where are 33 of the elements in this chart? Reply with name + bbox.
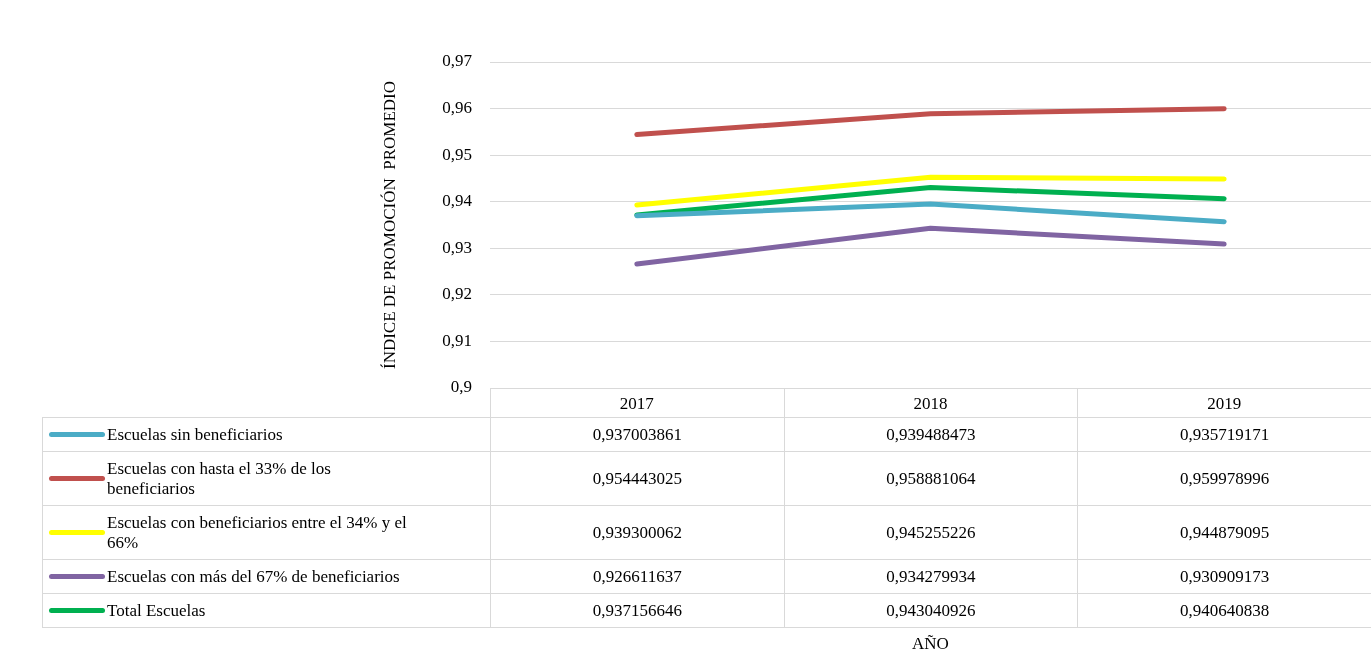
data-label: 0,945255226 bbox=[783, 505, 1079, 560]
data-label: 0,944879095 bbox=[1077, 505, 1371, 560]
legend-label: Escuelas con más del 67% de beneficiarios bbox=[107, 566, 400, 587]
data-label: 0,939300062 bbox=[490, 505, 785, 560]
y-axis-title: ÍNDICE DE PROMOCIÓN PROMEDIO bbox=[379, 80, 399, 370]
data-label: 0,939488473 bbox=[783, 417, 1079, 452]
data-label: 0,930909173 bbox=[1077, 559, 1371, 594]
data-label: 0,943040926 bbox=[783, 593, 1079, 628]
y-tick-label: 0,91 bbox=[442, 330, 472, 350]
data-label: 0,958881064 bbox=[783, 451, 1079, 506]
y-tick-label: 0,96 bbox=[442, 98, 472, 118]
data-label: 0,926611637 bbox=[490, 559, 785, 594]
text: AÑO bbox=[912, 634, 949, 654]
x-tick-label: 2019 bbox=[1207, 393, 1242, 413]
y-tick-label: 0,92 bbox=[442, 284, 472, 304]
data-label: 0,940640838 bbox=[1077, 593, 1371, 628]
legend-label: Total Escuelas bbox=[107, 600, 206, 621]
y-tick-label: 0,93 bbox=[442, 237, 472, 257]
data-label: 0,937156646 bbox=[490, 593, 785, 628]
data-label: 0,935719171 bbox=[1077, 417, 1371, 452]
data-label: 0,954443025 bbox=[490, 451, 785, 506]
legend-label: Escuelas con hasta el 33% de los beneficiarios bbox=[107, 458, 332, 499]
y-tick-label: 0,95 bbox=[442, 144, 472, 164]
y-tick-label: 0,97 bbox=[442, 51, 473, 71]
x-tick-label: 2017 bbox=[619, 393, 655, 413]
y-tick-label: 0,9 bbox=[450, 377, 472, 397]
y-tick-label: 0,94 bbox=[442, 191, 473, 211]
legend-label: Escuelas con beneficiarios entre el 34% y el 66% bbox=[107, 512, 408, 553]
data-label: 0,959978996 bbox=[1077, 451, 1371, 506]
data-label: 0,937003861 bbox=[490, 417, 785, 452]
data-label: 0,934279934 bbox=[783, 559, 1079, 594]
x-tick-label: 2018 bbox=[913, 393, 948, 413]
legend-label: Escuelas sin beneficiarios bbox=[107, 424, 283, 445]
